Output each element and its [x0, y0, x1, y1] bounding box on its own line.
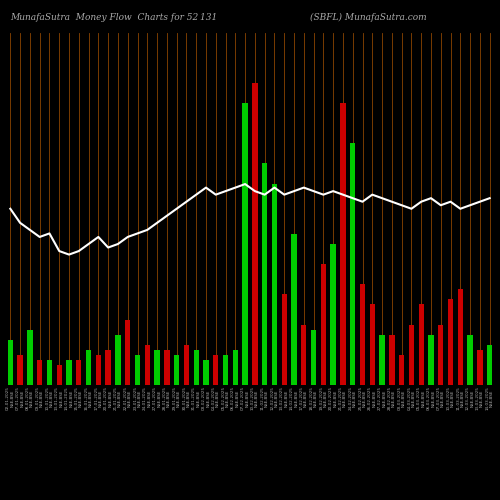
Bar: [380, 334, 385, 385]
Bar: [370, 304, 375, 385]
Bar: [301, 324, 306, 385]
Bar: [477, 350, 482, 385]
Bar: [399, 355, 404, 385]
Bar: [27, 330, 32, 385]
Bar: [56, 365, 62, 385]
Bar: [223, 355, 228, 385]
Bar: [360, 284, 365, 385]
Bar: [311, 330, 316, 385]
Bar: [232, 350, 238, 385]
Bar: [37, 360, 43, 385]
Bar: [408, 324, 414, 385]
Bar: [115, 334, 120, 385]
Bar: [135, 355, 140, 385]
Bar: [76, 360, 82, 385]
Bar: [96, 355, 101, 385]
Bar: [282, 294, 287, 385]
Bar: [47, 360, 52, 385]
Bar: [86, 350, 92, 385]
Bar: [330, 244, 336, 385]
Bar: [468, 334, 473, 385]
Bar: [389, 334, 394, 385]
Bar: [242, 103, 248, 385]
Bar: [66, 360, 71, 385]
Bar: [125, 320, 130, 385]
Bar: [487, 344, 492, 385]
Bar: [164, 350, 170, 385]
Bar: [194, 350, 199, 385]
Bar: [174, 355, 180, 385]
Bar: [320, 264, 326, 385]
Bar: [340, 103, 345, 385]
Bar: [272, 184, 277, 385]
Bar: [204, 360, 208, 385]
Bar: [428, 334, 434, 385]
Bar: [292, 234, 296, 385]
Bar: [8, 340, 13, 385]
Bar: [262, 164, 268, 385]
Bar: [154, 350, 160, 385]
Text: (SBFL) MunafaSutra.com: (SBFL) MunafaSutra.com: [310, 12, 426, 22]
Bar: [213, 355, 218, 385]
Bar: [144, 344, 150, 385]
Bar: [448, 300, 453, 385]
Text: MunafaSutra  Money Flow  Charts for 52 131: MunafaSutra Money Flow Charts for 52 131: [10, 12, 217, 22]
Bar: [106, 350, 111, 385]
Bar: [18, 355, 23, 385]
Bar: [350, 144, 356, 385]
Bar: [458, 290, 463, 385]
Bar: [252, 83, 258, 385]
Bar: [184, 344, 189, 385]
Bar: [418, 304, 424, 385]
Bar: [438, 324, 444, 385]
